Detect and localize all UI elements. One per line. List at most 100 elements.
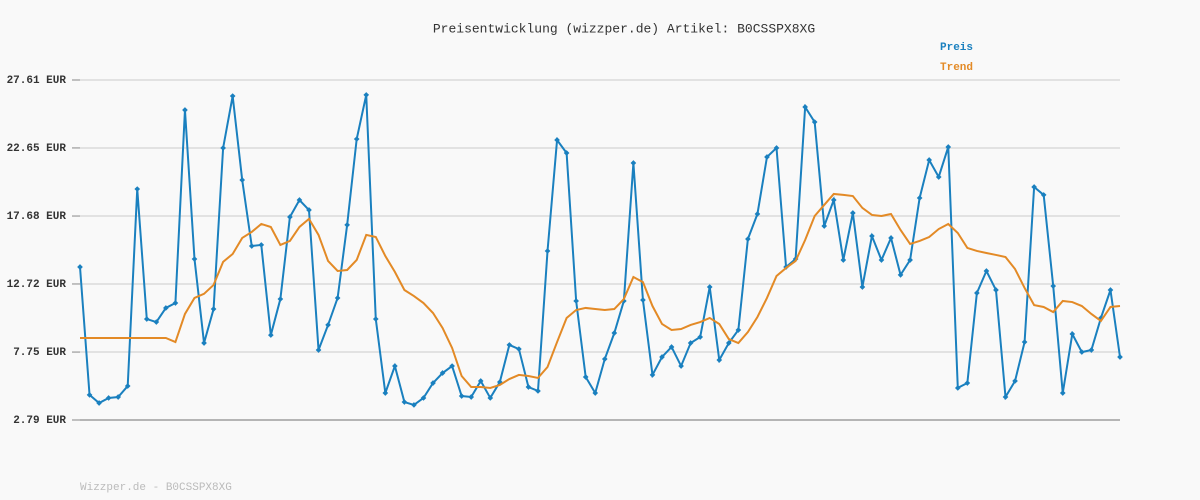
- point: [907, 257, 913, 263]
- point: [277, 296, 284, 302]
- point: [382, 390, 389, 396]
- point: [1012, 378, 1018, 384]
- chart-title: Preisentwicklung (wizzper.de) Artikel: B…: [433, 21, 815, 36]
- point: [248, 243, 255, 249]
- point: [735, 327, 742, 333]
- point: [1107, 287, 1114, 293]
- point: [687, 340, 694, 346]
- point: [325, 322, 331, 328]
- point: [716, 357, 723, 363]
- line-1: [80, 192, 1121, 389]
- point: [468, 394, 475, 400]
- point: [697, 334, 704, 340]
- point: [143, 316, 150, 322]
- point: [420, 395, 427, 401]
- point: [506, 342, 513, 348]
- point: [535, 388, 541, 394]
- point: [1059, 390, 1066, 396]
- point: [392, 363, 398, 369]
- point: [640, 297, 646, 303]
- footer: Wizzper.de - B0CSSPX8XG: [80, 482, 232, 494]
- point: [1079, 349, 1085, 355]
- point: [935, 174, 942, 180]
- legend-label: Preis: [940, 42, 973, 54]
- point: [353, 136, 360, 142]
- point: [477, 378, 484, 384]
- point: [1117, 354, 1123, 360]
- y-tick-label: 17.68 EUR: [7, 211, 67, 223]
- point: [811, 119, 818, 125]
- point: [754, 211, 761, 217]
- point: [706, 284, 713, 290]
- point: [983, 268, 990, 274]
- point: [945, 144, 952, 150]
- point: [601, 356, 608, 362]
- point: [592, 390, 599, 396]
- point: [954, 385, 961, 391]
- y-tick-label: 7.75 EUR: [13, 347, 66, 359]
- point: [315, 347, 322, 353]
- point: [172, 300, 179, 306]
- point: [258, 242, 265, 248]
- point: [611, 330, 618, 336]
- point: [773, 145, 780, 151]
- point: [678, 363, 684, 369]
- point: [993, 287, 999, 293]
- point: [859, 284, 866, 290]
- point: [554, 137, 560, 143]
- point: [201, 340, 207, 346]
- point: [134, 186, 141, 192]
- point: [1002, 394, 1009, 400]
- point: [897, 272, 904, 278]
- point: [1031, 184, 1037, 190]
- point: [1040, 192, 1047, 198]
- point: [86, 392, 93, 398]
- point: [1069, 331, 1076, 337]
- point: [1050, 283, 1057, 289]
- point: [191, 256, 198, 262]
- point: [124, 383, 131, 389]
- point: [77, 264, 83, 270]
- point: [802, 104, 808, 110]
- point: [239, 177, 246, 183]
- point: [1088, 347, 1095, 353]
- y-tick-label: 2.79 EUR: [13, 415, 66, 427]
- point: [334, 295, 341, 301]
- point: [182, 107, 188, 113]
- point: [516, 346, 522, 352]
- point: [525, 384, 532, 390]
- point: [1021, 339, 1028, 345]
- point: [96, 400, 102, 406]
- point: [449, 363, 455, 369]
- point: [573, 298, 579, 304]
- point: [267, 332, 274, 338]
- point: [850, 210, 856, 216]
- point: [745, 236, 751, 242]
- point: [372, 316, 379, 322]
- point: [974, 290, 980, 296]
- point: [630, 160, 637, 166]
- point: [210, 306, 217, 312]
- point: [668, 344, 675, 350]
- point: [487, 395, 494, 401]
- point: [869, 233, 875, 239]
- point: [287, 214, 293, 220]
- point: [830, 197, 837, 203]
- point: [153, 319, 160, 325]
- y-tick-label: 12.72 EUR: [7, 279, 67, 291]
- point: [888, 235, 894, 241]
- point: [363, 92, 370, 98]
- y-tick-label: 27.61 EUR: [7, 75, 67, 87]
- point: [458, 393, 465, 399]
- point: [296, 197, 303, 203]
- point: [764, 154, 770, 160]
- point: [840, 257, 847, 263]
- point: [725, 340, 732, 346]
- point: [430, 380, 436, 386]
- legend-label: Trend: [940, 62, 973, 74]
- y-tick-label: 22.65 EUR: [7, 143, 67, 155]
- point: [926, 157, 933, 163]
- point: [544, 248, 551, 254]
- point: [344, 222, 350, 228]
